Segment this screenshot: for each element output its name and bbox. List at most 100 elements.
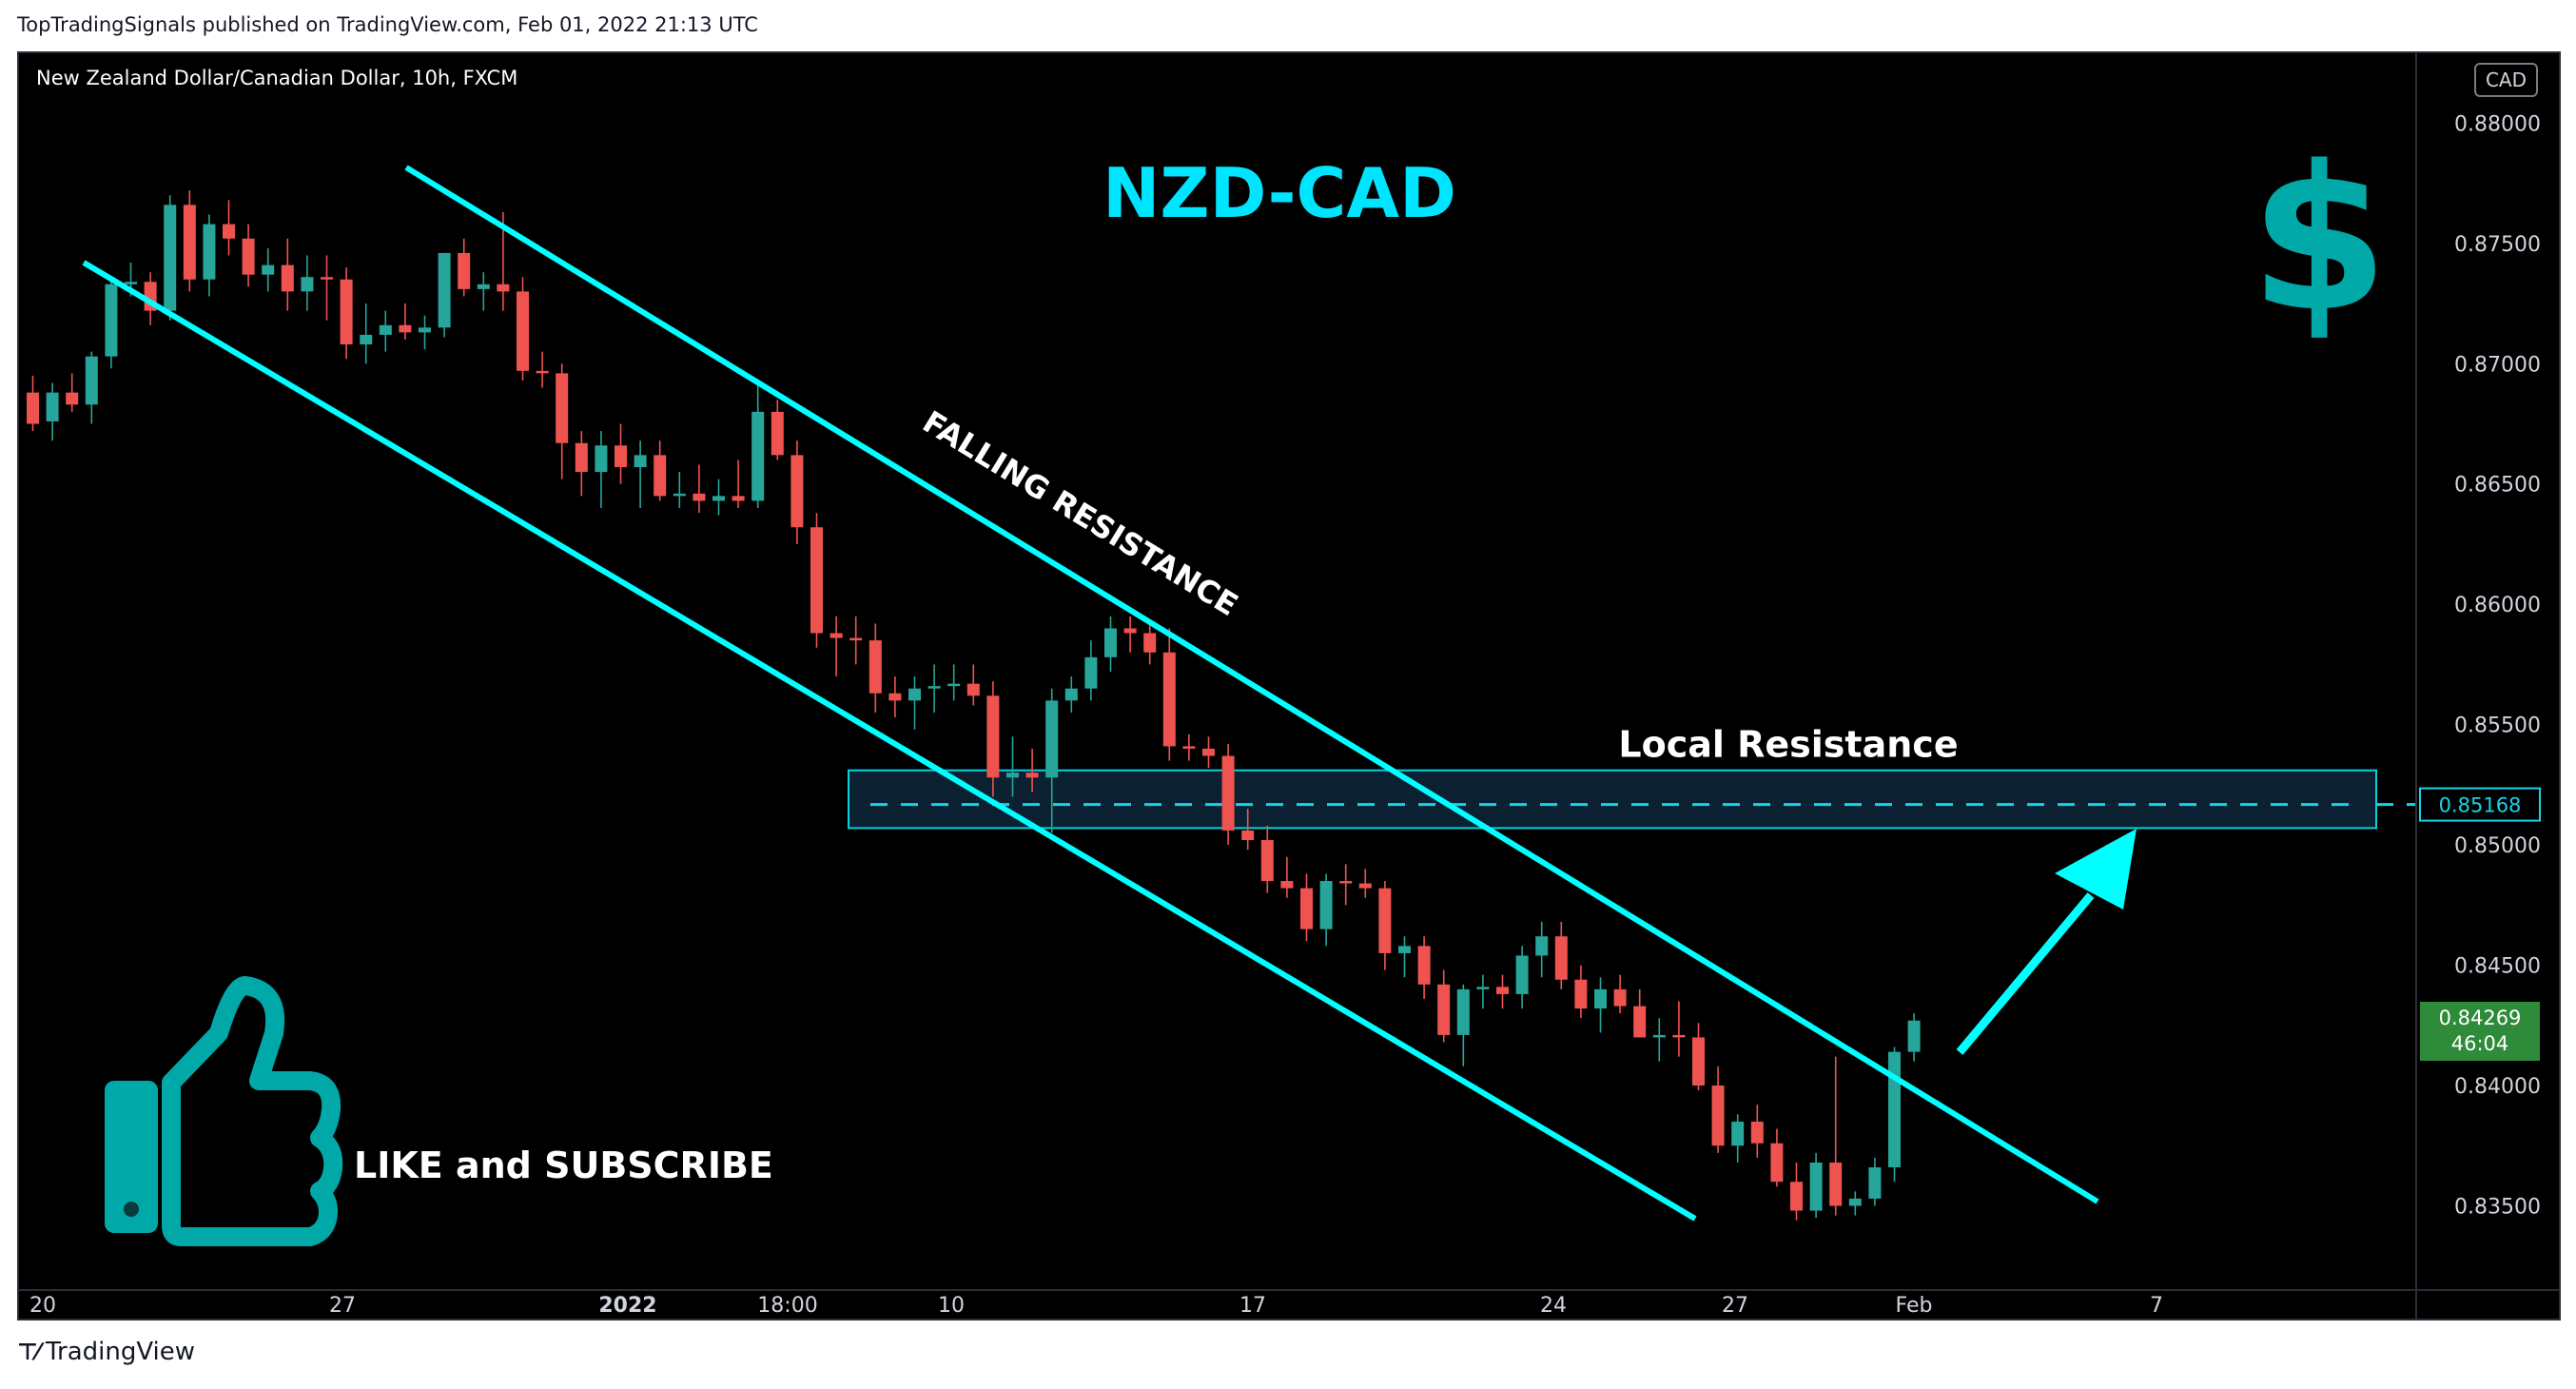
candle-down (556, 373, 569, 443)
chart-title: NZD-CAD (1103, 153, 1456, 233)
publisher-line: TopTradingSignals published on TradingVi… (17, 13, 758, 36)
candle-down (1770, 1143, 1784, 1183)
candle-down (849, 637, 863, 641)
candle-up (203, 224, 216, 280)
candle-down (1143, 633, 1157, 653)
candle-up (1476, 987, 1490, 989)
candle-down (1358, 883, 1372, 889)
symbol-line[interactable]: New Zealand Dollar/Canadian Dollar, 10h,… (36, 67, 518, 89)
candle-down (1417, 946, 1431, 985)
candle-up (595, 445, 608, 473)
projection-arrow-head (2055, 829, 2137, 910)
candle-down (810, 527, 823, 634)
y-tick-label: 0.86000 (2454, 594, 2541, 617)
candle-up (1888, 1051, 1901, 1168)
candle-down (1025, 773, 1039, 778)
candle-up (947, 683, 961, 687)
candle-up (164, 205, 177, 311)
like-subscribe-label: LIKE and SUBSCRIBE (354, 1144, 773, 1186)
y-tick-label: 0.85000 (2454, 834, 2541, 858)
thumb-hand (162, 976, 343, 1246)
tradingview-icon: ⊤⁄ (17, 1339, 40, 1365)
chart-background (19, 53, 2559, 1319)
candle-down (497, 284, 510, 292)
candle-down (654, 455, 667, 497)
candle-down (771, 411, 784, 456)
candle-up (262, 264, 275, 275)
candle-down (1554, 936, 1568, 980)
candle-down (27, 392, 39, 424)
resistance-zone-box (848, 769, 2377, 830)
current-price-value: 0.84269 (2439, 1007, 2522, 1029)
candle-up (751, 411, 765, 501)
candle-up (1064, 688, 1078, 701)
x-tick-label: 7 (2150, 1294, 2163, 1318)
candle-up (673, 493, 686, 497)
candle-down (1202, 748, 1215, 756)
candle-down (732, 496, 745, 501)
x-tick-label: 20 (29, 1294, 56, 1318)
y-tick-label: 0.87500 (2454, 233, 2541, 257)
y-tick-label: 0.88000 (2454, 112, 2541, 136)
candle-down (1241, 830, 1255, 841)
tradingview-logo[interactable]: ⊤⁄ TradingView (17, 1338, 195, 1366)
currency-badge[interactable]: CAD (2473, 63, 2538, 97)
candle-down (281, 264, 294, 292)
candle-up (1006, 773, 1019, 778)
candle-up (1907, 1020, 1921, 1052)
candle-down (242, 238, 255, 275)
x-tick-label: 27 (1722, 1294, 1748, 1318)
candle-down (1711, 1086, 1725, 1146)
y-tick-label: 0.86500 (2454, 474, 2541, 498)
channel-support-line (82, 260, 1697, 1222)
local-resistance-zone (848, 769, 2416, 830)
y-tick-label: 0.85500 (2454, 714, 2541, 738)
thumb-cuff-dot (124, 1202, 139, 1217)
candle-down (790, 455, 804, 528)
candle-down (183, 205, 196, 280)
x-tick-label: Feb (1896, 1294, 1933, 1318)
thumbs-up-icon (105, 976, 343, 1246)
thumb-cuff (105, 1081, 158, 1233)
candle-up (1594, 988, 1607, 1009)
candle-down (1437, 984, 1451, 1035)
axes: 0.88000 0.87500 0.87000 0.86500 0.86000 0.855… (19, 53, 2559, 1319)
candle-down (1496, 987, 1509, 994)
candle-down (1300, 888, 1313, 929)
candle-up (634, 455, 647, 468)
candle-down (693, 493, 706, 501)
candle-down (1613, 988, 1627, 1007)
candle-down (321, 277, 333, 280)
candle-up (1731, 1121, 1745, 1146)
candle-up (438, 252, 451, 328)
candle-up (927, 686, 941, 689)
brand-name: TradingView (45, 1338, 196, 1366)
candle-down (1692, 1037, 1705, 1086)
candle-down (1123, 628, 1137, 634)
candle-down (1280, 881, 1294, 889)
y-tick-label: 0.84000 (2454, 1075, 2541, 1099)
candle-down (517, 291, 529, 371)
candle-down (340, 279, 353, 345)
y-tick-label: 0.83500 (2454, 1195, 2541, 1219)
x-tick-label: 17 (1239, 1294, 1266, 1318)
trend-lines (82, 165, 2099, 1222)
candle-down (399, 324, 412, 333)
chart-panel[interactable]: 0.88000 0.87500 0.87000 0.86500 0.86000 0.855… (17, 51, 2561, 1321)
candle-up (1319, 881, 1333, 929)
candle-down (615, 445, 627, 468)
candle-down (1672, 1034, 1686, 1038)
candle-up (360, 334, 373, 345)
candle-up (1084, 656, 1098, 689)
candle-down (829, 633, 843, 638)
projection-arrow-shaft (1956, 892, 2095, 1055)
candles (27, 190, 1921, 1221)
resistance-price-label: 0.85168 (2439, 794, 2522, 817)
candle-up (1398, 946, 1411, 953)
candle-up (105, 284, 118, 357)
candle-up (85, 356, 98, 405)
candle-down (458, 252, 471, 289)
chart-canvas[interactable]: 0.88000 0.87500 0.87000 0.86500 0.86000 0.855… (19, 53, 2559, 1319)
x-tick-label: 2022 (598, 1294, 656, 1318)
candle-down (1378, 888, 1392, 953)
